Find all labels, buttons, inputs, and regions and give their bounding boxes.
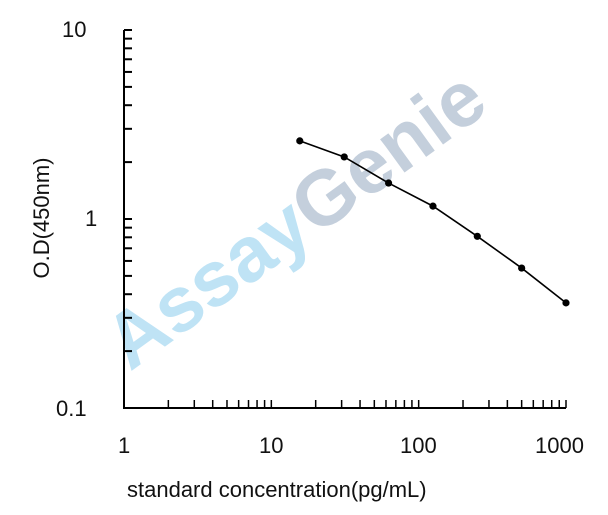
data-point bbox=[429, 202, 437, 210]
y-tick-label-10: 10 bbox=[62, 17, 87, 42]
data-point bbox=[384, 179, 393, 187]
data-series bbox=[296, 137, 570, 307]
y-tick-label-0.1: 0.1 bbox=[56, 396, 87, 421]
data-point bbox=[518, 264, 526, 272]
x-tick-label-1000: 1000 bbox=[535, 433, 584, 458]
y-axis-title: O.D(450nm) bbox=[29, 157, 54, 279]
watermark-genie: Genie bbox=[274, 52, 501, 251]
data-point bbox=[562, 299, 570, 307]
data-point bbox=[340, 153, 348, 161]
x-axis-title: standard concentration(pg/mL) bbox=[127, 477, 427, 502]
y-tick-label-1: 1 bbox=[85, 206, 98, 231]
x-tick-label-10: 10 bbox=[259, 433, 284, 458]
watermark: AssayGenie bbox=[88, 52, 501, 386]
data-point bbox=[473, 232, 481, 240]
data-point bbox=[296, 137, 304, 145]
axes bbox=[123, 29, 567, 409]
svg-text:AssayGenie: AssayGenie bbox=[88, 52, 501, 386]
x-tick-label-100: 100 bbox=[400, 433, 437, 458]
x-tick-label-1: 1 bbox=[118, 433, 131, 458]
